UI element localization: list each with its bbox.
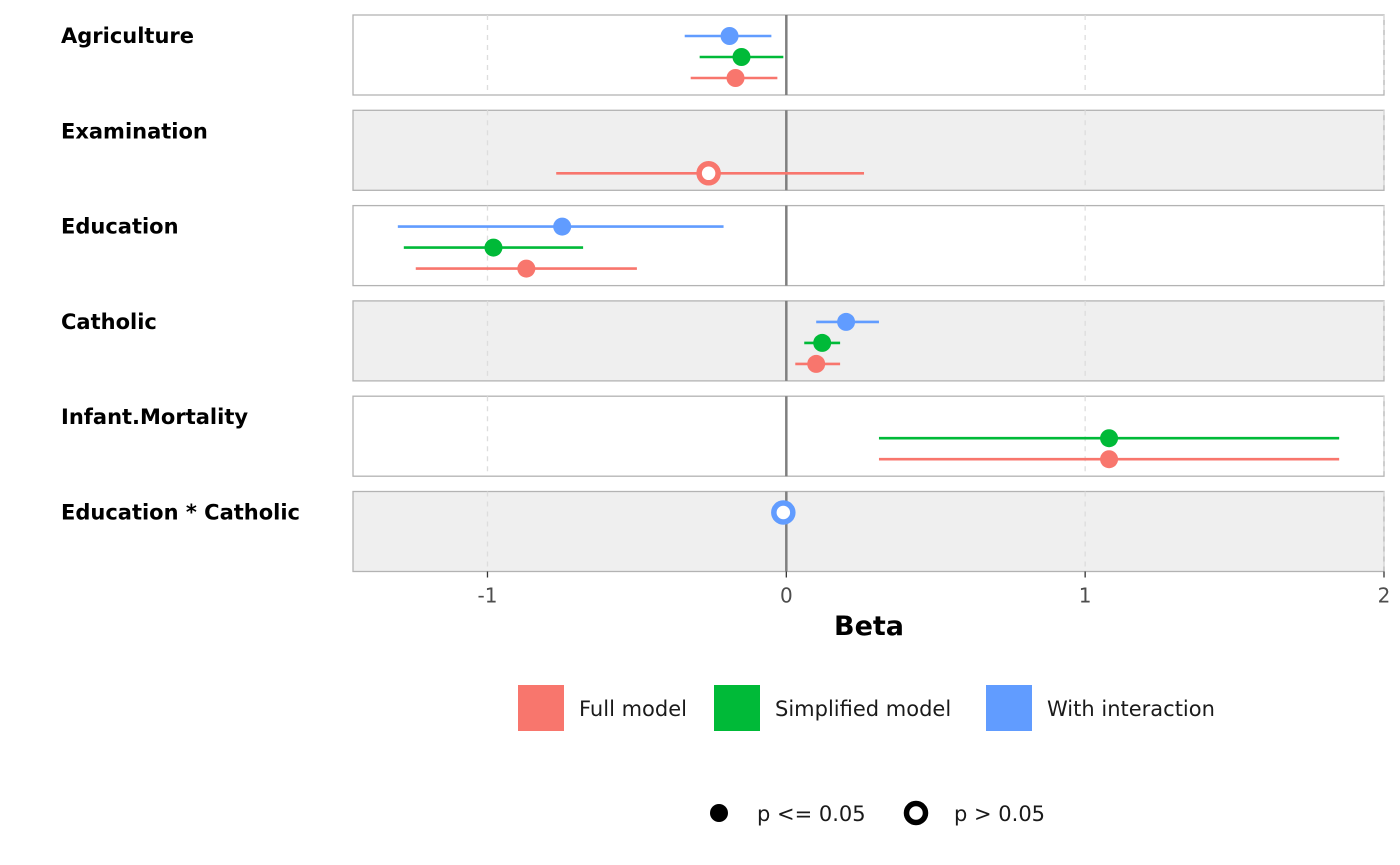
x-tick-label: 1 bbox=[1079, 584, 1092, 608]
legend-nonsignificant-key bbox=[903, 800, 929, 826]
estimate-point bbox=[517, 259, 536, 278]
term-label: Infant.Mortality bbox=[61, 405, 248, 429]
panel-3 bbox=[352, 300, 1385, 382]
estimate-point bbox=[732, 48, 751, 66]
term-label: Catholic bbox=[61, 310, 157, 334]
estimate-point bbox=[553, 217, 572, 236]
x-axis-title: Beta bbox=[834, 611, 904, 642]
legend-label: Simplified model bbox=[775, 697, 951, 721]
legend-significant-key bbox=[710, 804, 728, 822]
term-labels: Agriculture Examination Education Catholic I… bbox=[61, 24, 300, 525]
panel-1 bbox=[352, 109, 1385, 191]
estimate-point-nonsig bbox=[771, 500, 796, 525]
panel-0 bbox=[352, 14, 1385, 96]
legend: Full model Simplified model With interacti… bbox=[518, 685, 1215, 826]
x-tick-label: 2 bbox=[1378, 584, 1391, 608]
legend-label: With interaction bbox=[1047, 697, 1215, 721]
legend-key bbox=[714, 685, 760, 731]
estimate-point-nonsig bbox=[696, 161, 721, 186]
legend-significance-label: p > 0.05 bbox=[954, 802, 1045, 826]
term-label: Education * Catholic bbox=[61, 501, 300, 525]
estimate-point bbox=[1100, 429, 1119, 448]
x-axis: -1 0 1 2 bbox=[478, 571, 1391, 608]
estimate-point bbox=[484, 238, 503, 257]
estimate-point bbox=[813, 333, 832, 352]
estimate-point bbox=[1100, 450, 1119, 469]
legend-significance-label: p <= 0.05 bbox=[757, 802, 866, 826]
x-tick-label: 0 bbox=[780, 584, 793, 608]
legend-label: Full model bbox=[579, 697, 687, 721]
legend-key bbox=[518, 685, 564, 731]
estimate-point bbox=[720, 27, 739, 45]
panel-4 bbox=[352, 395, 1385, 477]
panel-2 bbox=[352, 204, 1385, 287]
estimate-marks bbox=[397, 27, 1340, 525]
legend-key bbox=[986, 685, 1032, 731]
estimate-point bbox=[807, 354, 826, 373]
term-label: Education bbox=[61, 215, 179, 239]
panel-5 bbox=[352, 490, 1385, 573]
estimate-point bbox=[837, 312, 856, 331]
term-label: Examination bbox=[61, 119, 208, 143]
estimate-point bbox=[726, 69, 745, 87]
term-label: Agriculture bbox=[61, 24, 194, 48]
term-panels bbox=[352, 14, 1385, 573]
x-tick-label: -1 bbox=[478, 584, 498, 608]
